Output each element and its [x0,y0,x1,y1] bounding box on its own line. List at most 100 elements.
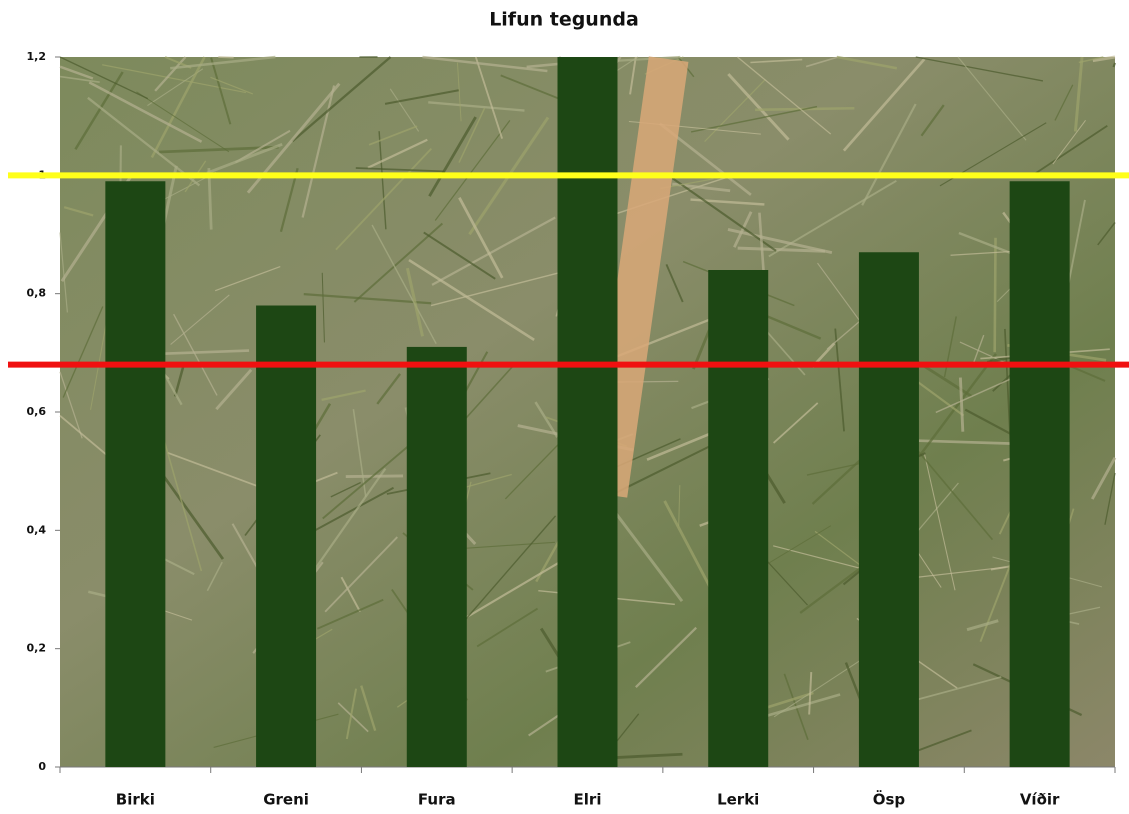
grass-blade [678,485,681,527]
grass-blade [324,536,398,613]
grass-blade [330,481,362,498]
bar [406,346,467,767]
grass-blade [389,88,420,132]
grass-blade [1054,84,1074,121]
grass-blade [428,101,525,112]
grass-blade [430,269,568,307]
x-tick-label: Elri [574,791,602,809]
grass-blade [214,266,281,292]
grass-blade [59,56,149,100]
grass-blade [422,55,548,73]
grass-blade [737,56,832,135]
grass-blade [210,57,232,125]
grass-blade [733,211,753,248]
grass-blade [958,377,965,432]
grass-blade [337,702,369,733]
grass-blade [950,250,1022,256]
grass-blade [384,89,459,105]
grass-blade [335,148,432,251]
x-tick-label: Víðir [1020,791,1060,809]
grass-blade [170,294,230,345]
grass-blade [59,232,68,313]
grass-blade [504,438,564,500]
bar [256,305,317,767]
grass-blade [458,197,504,279]
grass-blade [59,75,100,84]
grass-blade [1104,472,1116,525]
grass-blade [408,258,535,341]
x-tick-label: Lerki [717,791,759,809]
grass-blade [376,373,402,405]
grass-blade [158,469,225,560]
grass-blade [690,105,818,133]
chart-title: Lifun tegunda [489,9,639,31]
grass-blade [1092,55,1116,63]
grass-blade [806,461,869,476]
x-tick-label: Ösp [873,790,906,809]
grass-blade [367,138,428,169]
grass-blade [1073,56,1084,132]
grass-blade [920,104,945,137]
grass-blade [836,55,898,70]
grass-blade [966,619,999,632]
grass-blade [423,231,496,280]
grass-blade [915,56,1044,82]
grass-blade [59,371,83,439]
grass-blade [842,58,926,152]
grass-blade [671,176,777,252]
x-tick-label: Fura [418,791,456,809]
grass-blade [665,264,684,303]
grass-blade [206,561,223,592]
grass-blade [750,58,803,64]
grass-blade [834,328,845,432]
grass-blade [458,107,486,163]
grass-blade [646,429,719,461]
grass-blade [773,650,876,718]
grass-blade [355,167,445,173]
grass-blade [345,474,404,479]
grass-blade [805,56,839,68]
grass-blade [62,306,104,398]
grass-blade [218,56,234,59]
y-tick-label: 0,2 [27,642,47,655]
y-tick-label: 0,8 [27,287,47,300]
grass-blade [170,55,276,70]
grass-blade [371,224,437,345]
grass-blade [456,62,462,122]
grass-blade [173,313,218,396]
grass-blade [321,272,325,343]
grass-blade [760,691,814,711]
grass-blade [87,96,201,187]
grass-blade [59,65,94,80]
grass-blade [136,91,230,153]
grass-blade [431,216,556,286]
grass-blade [474,56,504,139]
grass-blade [1097,222,1116,246]
grass-blade [234,129,291,164]
y-tick-label: 0,4 [27,523,47,536]
grass-blade [150,56,206,159]
grass-blade [972,334,985,365]
grass-blade [303,293,432,305]
grass-blade [160,430,203,572]
grass-blade [88,81,203,143]
grass-blade [534,401,559,438]
grass-blade [149,349,250,356]
grass-blade [727,73,790,141]
y-tick-label: 0 [38,760,46,773]
x-tick-label: Greni [263,791,309,809]
grass-blade [163,558,195,576]
grass-blade [1090,457,1117,500]
grass-blade [405,267,424,337]
grass-blade [1112,62,1117,68]
grass-blade [428,116,477,197]
bar [708,270,769,767]
grass-blade [663,500,712,589]
grass-blade [1052,120,1086,165]
grass-blade [301,85,336,218]
grass-blade [304,467,387,583]
bar [557,57,618,767]
grass-blade [957,56,1027,141]
grass-blade [210,76,254,95]
